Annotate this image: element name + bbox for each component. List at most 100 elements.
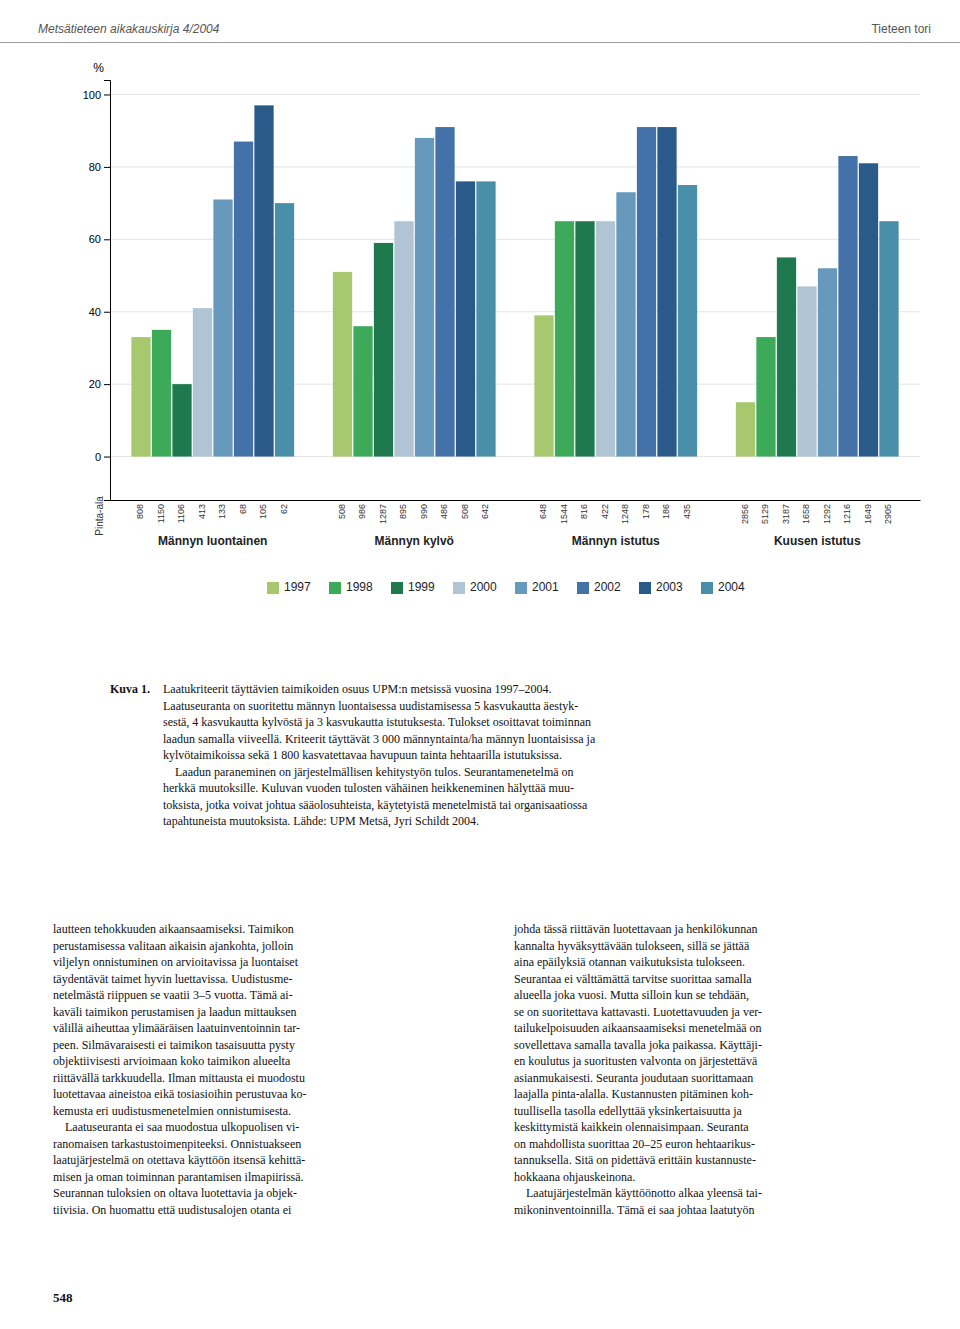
y-tick: 0 (95, 451, 110, 463)
body-left-line: välillä aiheuttaa ylimääräisen laatuinve… (53, 1021, 300, 1035)
x-axis: Männyn luontainen Männyn kylvö Männyn istu… (111, 501, 921, 548)
area-label: 68 (238, 504, 248, 514)
y-tick-label: 0 (95, 451, 101, 463)
legend-swatch (701, 582, 713, 594)
area-label: 186 (661, 504, 671, 519)
grid-line (110, 166, 920, 167)
area-label: 133 (217, 504, 227, 519)
bar (736, 402, 755, 456)
bar (777, 257, 796, 456)
area-label: 2856 (740, 504, 750, 524)
y-tick-label: 20 (89, 378, 101, 390)
body-left-line: peen. Silmävaraisesti ei taimikon tasais… (53, 1037, 295, 1051)
bar (234, 142, 253, 457)
area-label: 1649 (863, 504, 873, 524)
body-left-line: luotettavaa aineistoa eikä tosiasioihin … (53, 1087, 307, 1101)
y-tick: 80 (89, 161, 110, 173)
y-tick-label: 40 (89, 306, 101, 318)
area-label: 508 (460, 504, 470, 519)
header-left: Metsätieteen aikakauskirja 4/2004 (38, 22, 220, 36)
area-label: 62 (279, 504, 289, 514)
bar (657, 127, 676, 456)
body-left-line: kemusta eri uudistusmenetelmien onnistum… (53, 1103, 291, 1117)
body-right-line: kannalta hyväksyttävään tulokseen, sillä… (514, 938, 750, 952)
body-right-line: tuullisella tasolla edellyttää yksinkert… (514, 1103, 743, 1117)
bar (172, 384, 191, 456)
caption-text-line: kylvötaimikoissa sekä 1 800 kasvatettava… (163, 748, 562, 762)
legend-label: 1997 (284, 580, 311, 594)
y-tick-label: 60 (89, 233, 101, 245)
body-left-line: riittävällä tarkkuudella. Ilman mittaust… (53, 1070, 305, 1084)
y-tick-label: 80 (89, 161, 101, 173)
area-label: 105 (258, 504, 268, 519)
area-label: 508 (337, 504, 347, 519)
legend-swatch (453, 582, 465, 594)
legend-label: 2002 (594, 580, 621, 594)
y-tick: 100 (83, 89, 110, 101)
legend-swatch (267, 582, 279, 594)
bar (374, 243, 393, 457)
bar (859, 163, 878, 456)
chart: 0 20 40 60 80 100% Männyn luontainen Männyn kyl… (83, 61, 921, 548)
body-right-line: asianmukaisesti. Seuranta joudutaan suor… (514, 1070, 753, 1084)
body-right-line: tannuksella. Sitä on pidettävä erittäin … (514, 1153, 756, 1167)
area-label: 1150 (156, 504, 166, 523)
x-tick-label: Männyn kylvö (375, 534, 454, 548)
page: Metsätieteen aikakauskirja 4/2004 Tieteen… (0, 0, 960, 1329)
x-tick: Männyn istutus (572, 534, 660, 548)
bar (394, 221, 413, 456)
area-label: 990 (419, 504, 429, 519)
body-right-line: keskittymistä kaikkein olennaisimpaan. S… (514, 1120, 749, 1134)
y-tick-mark (104, 239, 110, 240)
area-label: 816 (579, 504, 589, 519)
bar (555, 221, 574, 456)
legend-item: 1997 (267, 580, 311, 594)
x-axis-line (111, 500, 921, 501)
body-right-line: johda tässä riittävän luotettavaan ja he… (513, 922, 758, 936)
bar (534, 315, 553, 456)
legend-item: 2001 (515, 580, 559, 594)
bar (333, 272, 352, 457)
area-label: 3187 (781, 504, 791, 524)
area-label: 1658 (801, 504, 811, 524)
header-right-line: Tieteen tori (871, 22, 931, 36)
body-right-line: se on suoritettava kattavasti. Luotettav… (514, 1004, 762, 1018)
legend-label: 1998 (346, 580, 373, 594)
body-left-line: objektiivisesti arvioimaan koko taimikon… (53, 1054, 291, 1068)
area-labels: 8085086482856115098615445129110612878163… (135, 504, 893, 524)
bar (797, 286, 816, 456)
legend-label: 2000 (470, 580, 497, 594)
legend-item: 2004 (701, 580, 745, 594)
area-label: 5129 (760, 504, 770, 524)
area-label: 1106 (176, 504, 186, 523)
y-label: % (93, 61, 104, 75)
bar (254, 105, 273, 456)
y-tick: 20 (89, 378, 110, 390)
bar (213, 199, 232, 456)
area-label: 895 (398, 504, 408, 519)
bar (275, 203, 294, 456)
legend-item: 1998 (329, 580, 373, 594)
caption-text-line: tapahtuneista muutoksista. Lähde: UPM Me… (163, 814, 479, 828)
area-label: 413 (197, 504, 207, 519)
area-label: 178 (641, 504, 651, 519)
bar (879, 221, 898, 456)
legend: 19971998199920002001200220032004 (267, 580, 745, 594)
bar (353, 326, 372, 456)
bar (616, 192, 635, 456)
legend-swatch (391, 582, 403, 594)
caption-text-line: toksista, jotka voivat johtua sääolosuht… (163, 797, 588, 811)
x-tick-label: Männyn luontainen (158, 534, 267, 548)
legend-swatch (515, 582, 527, 594)
area-label: 648 (538, 504, 548, 519)
caption-text-line: sestä, 4 kasvukautta kylvöstä ja 3 kasvu… (163, 715, 591, 729)
x-tick: Männyn kylvö (375, 534, 454, 548)
caption-text: Laatukriteerit täyttävien taimikoiden os… (163, 682, 596, 828)
bar (476, 181, 495, 456)
header-right: Tieteen tori (871, 22, 931, 36)
body-right-line: en koulutus ja suoritusten valvonta on j… (514, 1054, 758, 1068)
area-label: 642 (480, 504, 490, 519)
x-tick: Männyn luontainen (158, 534, 267, 548)
x-tick: Kuusen istutus (774, 534, 861, 548)
area-label: 986 (357, 504, 367, 519)
